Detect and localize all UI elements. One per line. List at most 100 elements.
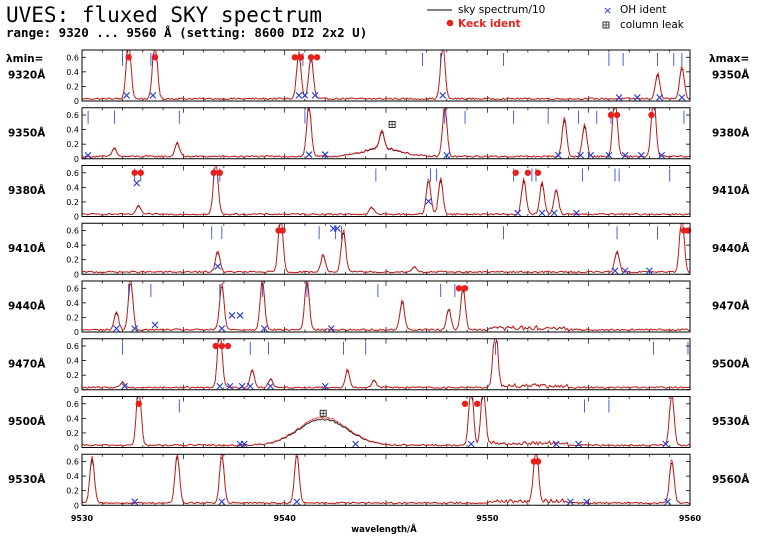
- panel-frame: [81, 280, 691, 333]
- oh-ident-marker: [84, 151, 92, 159]
- oh-ident-marker: [321, 382, 329, 390]
- legend-leak-label: column leak: [620, 19, 685, 31]
- panel-frame: [81, 107, 691, 160]
- spectrum-panel-1: 0 0.2 0.4 0.6 9350Å 9380Å: [8, 107, 750, 164]
- spectrum-panel-6: 0 0.2 0.4 0.6 9500Å 9530Å: [8, 396, 750, 453]
- column-leak-marker: [388, 121, 396, 128]
- oh-ident-marker: [615, 94, 623, 101]
- lambda-max-label: 9380Å: [712, 126, 750, 139]
- y-tick-label: 0.4: [66, 357, 79, 366]
- oh-ident-marker: [267, 382, 274, 390]
- y-tick-label: 0.6: [66, 169, 79, 178]
- oh-ident-marker: [226, 382, 234, 390]
- oh-ident-marker: [261, 325, 268, 332]
- spectrum-panel-3: 0 0.2 0.4 0.6 9410Å 9440Å: [8, 222, 750, 279]
- chart-title: UVES: fluxed SKY spectrum: [6, 3, 322, 27]
- oh-ident-marker: [664, 498, 672, 506]
- y-tick-label: 0.6: [66, 284, 79, 293]
- oh-ident-marker: [656, 94, 663, 101]
- lambda-max-label: 9470Å: [712, 300, 750, 313]
- oh-ident-marker: [552, 440, 560, 448]
- sky-spectrum-line: [82, 338, 690, 389]
- keck-ident-marker: [279, 227, 286, 234]
- keck-ident-marker: [524, 169, 532, 176]
- oh-ident-marker: [646, 267, 653, 275]
- y-tick-label: 0.2: [66, 313, 79, 322]
- legend-sky-label: sky spectrum/10: [458, 4, 545, 16]
- lambda-min-label: 9380Å: [8, 184, 46, 197]
- sky-spectrum-line: [82, 223, 690, 274]
- oh-ident-marker: [311, 91, 319, 99]
- oh-ident-marker: [149, 91, 157, 99]
- y-tick-label: 0: [74, 501, 79, 510]
- oh-ident-marker: [216, 382, 224, 390]
- lambda-max-label: 9530Å: [712, 415, 750, 428]
- x-tick-label: 9560: [679, 514, 702, 523]
- spectrum-panel-7: 0 0.2 0.4 0.6 9530Å 9560Å: [8, 453, 750, 510]
- oh-ident-marker: [621, 267, 629, 275]
- oh-ident-marker: [567, 498, 574, 506]
- keck-ident-marker: [461, 400, 469, 407]
- oh-ident-marker: [123, 91, 130, 99]
- oh-ident-marker: [218, 498, 226, 506]
- sky-spectrum-scaled-line: [82, 281, 690, 332]
- y-tick-label: 0.6: [66, 111, 79, 120]
- oh-ident-marker: [662, 440, 670, 448]
- panel-frame: [81, 396, 691, 448]
- keck-ident-marker: [313, 54, 321, 61]
- spectrum-panels: 0 0.2 0.4 0.6 9320Å 9350Å 0 0.2 0.4 0.6 9350Å 9380Å…: [8, 49, 750, 510]
- y-tick-label: 0.2: [66, 198, 79, 207]
- keck-ident-marker: [648, 111, 655, 119]
- oh-ident-marker: [425, 197, 432, 205]
- oh-ident-marker: [321, 151, 329, 158]
- legend: sky spectrum/10 Keck ident × OH ident co…: [427, 4, 685, 31]
- keck-ident-marker: [131, 169, 138, 176]
- chart-subtitle: range: 9320 ... 9560 Å (setting: 8600 DI…: [6, 25, 367, 40]
- oh-ident-marker: [633, 94, 641, 101]
- spectrum-panel-5: 0 0.2 0.4 0.6 9470Å 9500Å: [8, 338, 750, 395]
- oh-ident-marker: [121, 382, 128, 390]
- oh-ident-marker: [550, 209, 558, 217]
- y-tick-label: 0.4: [66, 241, 79, 250]
- keck-ident-marker: [291, 54, 298, 61]
- oh-ident-marker: [131, 325, 139, 332]
- y-tick-label: 0.2: [66, 487, 79, 496]
- y-tick-label: 0.2: [66, 256, 79, 265]
- oh-ident-marker: [443, 151, 451, 159]
- lambda-max-header: λmax=: [709, 53, 749, 65]
- lambda-min-label: 9500Å: [8, 415, 46, 428]
- keck-ident-marker: [210, 169, 217, 176]
- keck-ident-marker: [218, 342, 226, 350]
- oh-ident-marker: [228, 312, 236, 319]
- oh-ident-marker: [439, 91, 447, 99]
- keck-ident-marker: [512, 169, 519, 176]
- keck-ident-marker: [455, 285, 463, 292]
- oh-ident-marker: [305, 151, 313, 158]
- y-tick-label: 0.4: [66, 126, 79, 135]
- bottom-axis: 9530 9540 9550 9560: [71, 514, 702, 523]
- y-tick-label: 0.4: [66, 68, 79, 77]
- x-tick-label: 9540: [274, 514, 297, 523]
- keck-ident-marker: [613, 111, 621, 119]
- panel-frame: [81, 453, 691, 506]
- oh-ident-marker: [301, 91, 309, 99]
- oh-ident-marker: [611, 267, 619, 275]
- sky-spectrum-scaled-line: [82, 396, 690, 447]
- lambda-min-label: 9320Å: [8, 69, 46, 82]
- keck-ident-marker: [135, 400, 142, 407]
- sky-spectrum-scaled-line: [82, 165, 690, 216]
- oh-ident-marker: [352, 440, 359, 448]
- x-tick-label: 9550: [476, 514, 499, 523]
- y-tick-label: 0.2: [66, 82, 79, 91]
- oh-ident-marker: [467, 440, 475, 448]
- sky-spectrum-line: [82, 165, 690, 216]
- oh-ident-marker: [587, 151, 595, 159]
- oh-ident-marker: [538, 209, 546, 217]
- y-tick-label: 0.4: [66, 472, 79, 481]
- column-leak-marker: [319, 409, 327, 417]
- oh-ident-marker: [246, 382, 254, 390]
- y-tick-label: 0: [74, 270, 79, 279]
- legend-oh-marker: ×: [603, 4, 612, 17]
- oh-ident-marker: [575, 440, 582, 448]
- oh-ident-marker: [605, 151, 613, 159]
